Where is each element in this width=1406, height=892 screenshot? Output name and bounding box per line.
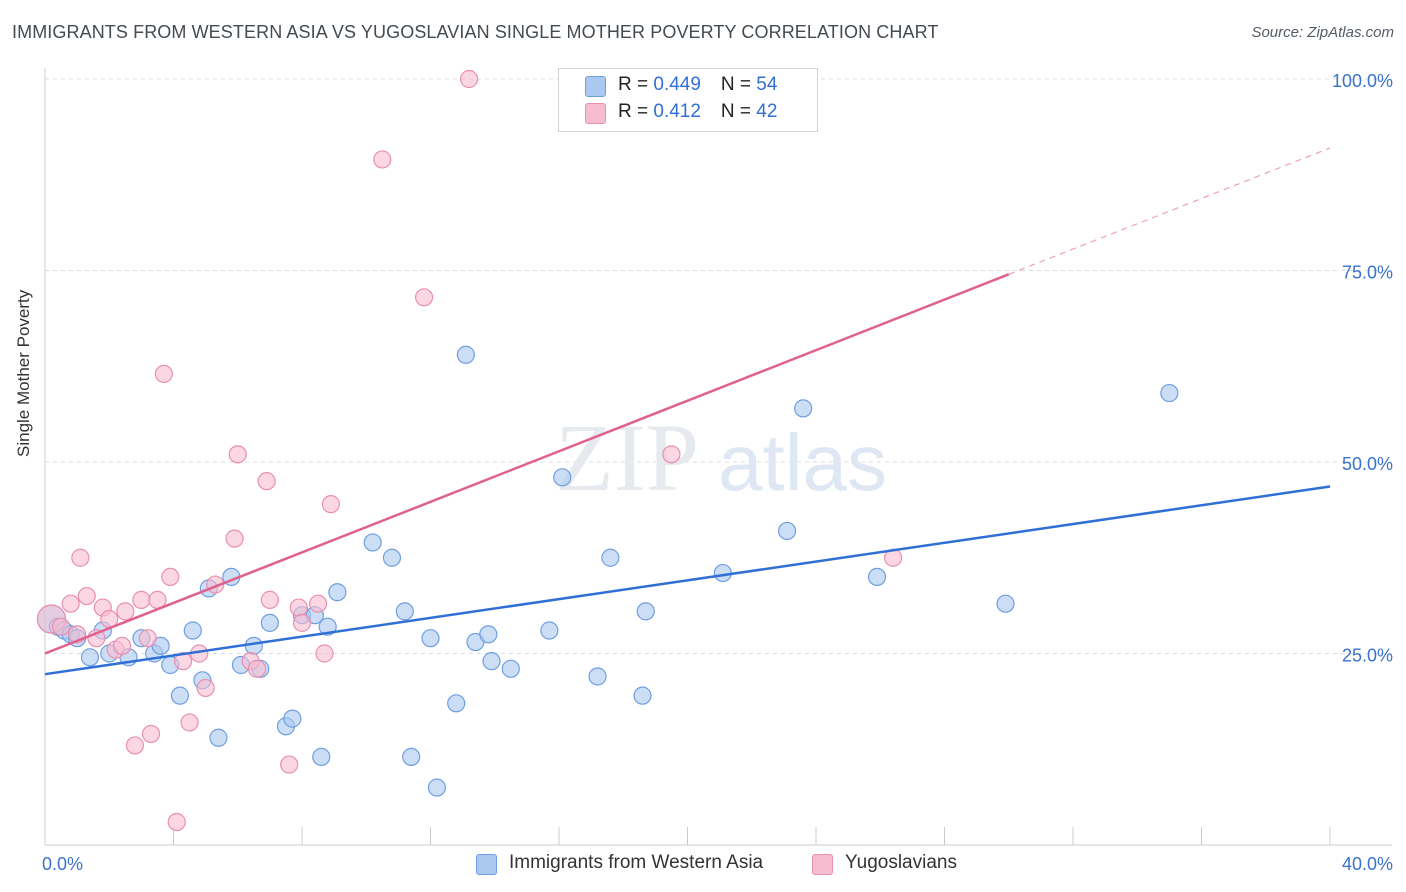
western-asia-point xyxy=(456,345,475,364)
western-asia-point xyxy=(427,778,447,797)
yugoslavian-point xyxy=(132,590,151,609)
western-asia-point xyxy=(260,613,279,632)
western-asia-point xyxy=(183,621,202,640)
yugoslavian-point xyxy=(315,644,334,663)
legend-r-label: R = xyxy=(618,101,654,122)
western-asia-trend-line xyxy=(44,485,1331,676)
bottom-legend-swatch-pink xyxy=(812,854,833,875)
yugoslavian-point xyxy=(321,495,341,514)
yugoslavian-point xyxy=(51,617,71,636)
western-asia-point xyxy=(447,694,466,713)
legend-r-label: R = xyxy=(618,74,654,95)
chart-title: IMMIGRANTS FROM WESTERN ASIA VS YUGOSLAV… xyxy=(12,22,939,42)
yugoslavian-point xyxy=(373,150,392,169)
western-asia-point xyxy=(170,686,190,705)
western-asia-point xyxy=(482,652,501,671)
yugoslavian-point xyxy=(77,586,96,606)
trend-layer xyxy=(44,147,1331,676)
axis-layer xyxy=(44,68,1392,846)
western-asia-point xyxy=(479,625,498,644)
western-asia-point xyxy=(402,747,421,767)
legend-r-value: 0.449 xyxy=(653,74,701,95)
western-asia-point xyxy=(794,399,813,418)
yugoslavian-point xyxy=(161,567,180,587)
yugoslavian-point xyxy=(459,69,479,89)
western-asia-point xyxy=(1160,383,1179,403)
legend-n-value: 54 xyxy=(756,74,778,95)
yugoslavian-point xyxy=(180,713,199,732)
legend-text-blue: R = 0.449 N = 54 xyxy=(618,74,777,96)
y-tick-label: 25.0% xyxy=(1342,646,1393,666)
western-asia-point xyxy=(553,468,572,487)
watermark-atlas: atlas xyxy=(718,418,887,507)
western-asia-point xyxy=(328,583,347,602)
legend-text-pink: R = 0.412 N = 42 xyxy=(618,101,777,123)
western-asia-point xyxy=(80,648,100,667)
western-asia-point xyxy=(421,629,440,648)
yugoslavian-point xyxy=(61,594,80,613)
western-asia-point xyxy=(382,548,402,567)
yugoslavian-point xyxy=(71,548,90,567)
yugoslavian-point xyxy=(154,364,173,384)
bottom-legend-label-pink: Yugoslavians xyxy=(845,852,957,873)
western-asia-point xyxy=(777,521,797,541)
legend-n-label: N = xyxy=(720,101,757,122)
y-tick-label: 50.0% xyxy=(1342,454,1393,474)
yugoslavian-point xyxy=(167,812,186,832)
yugoslavian-point xyxy=(280,755,299,774)
yugoslavian-point xyxy=(662,445,681,464)
western-asia-point xyxy=(283,709,302,728)
yugoslavian-point xyxy=(196,678,215,698)
yugoslavian-point xyxy=(228,445,247,464)
yugoslavian-point xyxy=(247,659,267,678)
western-asia-point xyxy=(209,728,228,747)
yugoslavian-point xyxy=(116,602,135,621)
legend-n-label: N = xyxy=(720,74,757,95)
western-asia-point xyxy=(996,594,1015,613)
yugoslavian-point xyxy=(260,590,279,609)
y-tick-label: 100.0% xyxy=(1332,71,1393,91)
western-asia-point xyxy=(636,602,655,621)
yugoslavian-point xyxy=(112,636,132,655)
yugoslavian-trend-extension xyxy=(1008,147,1331,275)
yugoslavian-point xyxy=(138,629,157,648)
yugoslavian-point xyxy=(414,288,434,307)
western-asia-point xyxy=(588,667,607,686)
western-asia-point xyxy=(867,567,887,587)
western-asia-point xyxy=(318,617,337,636)
yugoslavian-trend-line xyxy=(44,273,1010,655)
bottom-legend-label-blue: Immigrants from Western Asia xyxy=(509,852,764,873)
yugoslavian-point xyxy=(225,529,244,548)
yugoslavian-point xyxy=(174,652,193,671)
western-asia-point xyxy=(633,686,652,705)
grid-layer xyxy=(45,78,1392,654)
legend-n-value: 42 xyxy=(756,101,778,122)
western-asia-point xyxy=(395,602,414,621)
y-tick-label: 75.0% xyxy=(1342,263,1393,283)
western-asia-point xyxy=(312,747,331,767)
yugoslavian-point xyxy=(308,594,328,613)
tick-label-layer: 25.0% 50.0% 75.0% 100.0% 0.0% 40.0% xyxy=(42,71,1393,874)
western-asia-point xyxy=(540,621,559,640)
western-asia-point xyxy=(363,533,382,552)
legend-r-value: 0.412 xyxy=(653,101,701,122)
bottom-legend-swatch-blue xyxy=(476,854,497,875)
x-tick-label: 0.0% xyxy=(42,854,83,874)
x-tick-label: 40.0% xyxy=(1342,854,1393,874)
legend-swatch-blue xyxy=(585,76,606,97)
legend-swatch-pink xyxy=(585,103,606,124)
western-asia-point xyxy=(601,548,620,567)
western-asia-point xyxy=(244,636,263,655)
western-asia-point xyxy=(501,659,520,678)
y-axis-label: Single Mother Poverty xyxy=(14,289,33,457)
legend: R = 0.449 N = 54 R = 0.412 N = 42 xyxy=(558,68,818,132)
yugoslavian-point xyxy=(257,472,276,491)
yugoslavian-point xyxy=(289,598,308,617)
yugoslavian-point xyxy=(292,613,312,632)
yugoslavian-point xyxy=(125,736,145,755)
chart-source: Source: ZipAtlas.com xyxy=(1251,24,1394,41)
yugoslavian-point xyxy=(141,724,161,744)
